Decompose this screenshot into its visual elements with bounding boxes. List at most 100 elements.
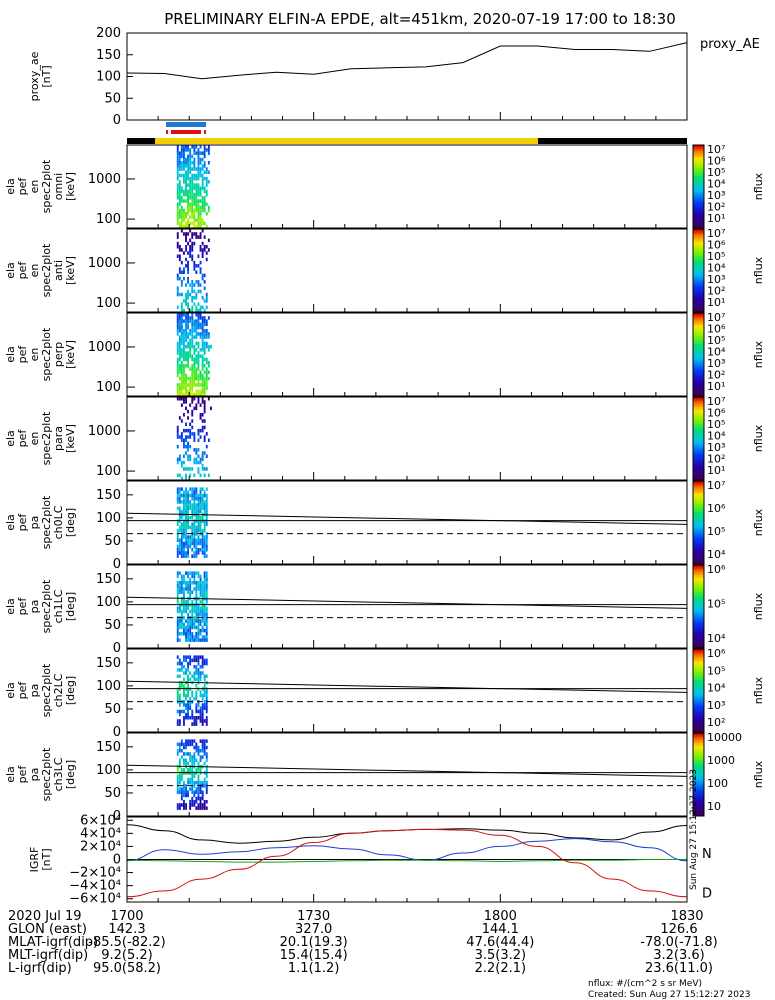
spectrogram-cell — [180, 308, 183, 313]
spectrogram-cell — [178, 367, 181, 371]
colorbar-cell — [693, 186, 704, 190]
spectrogram-cell — [193, 658, 196, 663]
spectrogram-cell — [199, 638, 202, 642]
spectrogram-cell — [183, 383, 185, 387]
colorbar-cell — [693, 297, 704, 301]
spectrogram-cell — [203, 164, 206, 168]
spectrogram-cell — [205, 170, 208, 174]
colorbar-tick-label: 10² — [707, 201, 725, 214]
spectrogram-cell — [183, 438, 185, 442]
spectrogram-cell — [195, 270, 198, 274]
spectrogram-cell — [193, 532, 196, 536]
colorbar-cell — [693, 440, 704, 444]
spectrogram-cell — [193, 360, 196, 365]
spectrogram-cell — [195, 332, 198, 336]
spectrogram-cell — [185, 422, 187, 426]
spectrogram-cell — [180, 609, 183, 614]
spectrogram-cell — [203, 364, 206, 368]
spectrogram-cell — [183, 497, 185, 501]
spectrogram-cell — [201, 625, 204, 630]
colorbar-cell — [693, 532, 704, 536]
spectrogram-cell — [199, 528, 202, 533]
spectrogram-cell — [203, 341, 206, 346]
colorbar-cell — [693, 606, 704, 610]
colorbar-cell — [693, 637, 704, 641]
spectrogram-cell — [195, 357, 198, 362]
spectrogram-cell — [195, 329, 198, 333]
colorbar-cell — [693, 753, 704, 757]
spectrogram-cell — [195, 787, 198, 791]
spectrogram-cell — [197, 622, 200, 626]
ylabel-line: IGRF — [28, 847, 41, 873]
spectrogram-cell — [199, 541, 202, 546]
colorbar-cell — [693, 760, 704, 763]
spectrogram-cell — [187, 360, 189, 365]
spectrogram-cell — [191, 289, 194, 294]
colorbar-cell — [693, 149, 704, 152]
spectrogram-cell — [195, 348, 198, 352]
colorbar-cell — [693, 598, 704, 601]
colorbar-cell — [693, 305, 704, 309]
loss-cone-line — [126, 680, 688, 693]
colorbar-cell — [693, 698, 704, 702]
spectrogram-cell — [187, 167, 189, 171]
spectrogram-cell — [183, 784, 185, 788]
spectrogram-cell — [180, 205, 183, 210]
spectrogram-cell — [191, 257, 194, 262]
spectrogram-cell — [207, 205, 210, 210]
spectrogram-cell — [185, 164, 187, 168]
spectrogram-cell — [197, 316, 200, 320]
spectrogram-cell — [191, 487, 194, 491]
spectrogram-cell — [197, 192, 200, 197]
spectrogram-cell — [178, 516, 181, 520]
spectrogram-cell — [178, 609, 181, 614]
spectrogram-cell — [195, 199, 198, 203]
spectrogram-cell — [193, 264, 196, 268]
spectrogram-cell — [180, 551, 183, 555]
spectrogram-cell — [178, 316, 181, 320]
spectrogram-cell — [195, 218, 198, 222]
spectrogram-cell — [183, 218, 185, 222]
spectrogram-cell — [187, 625, 189, 630]
spectrogram-cell — [178, 606, 181, 610]
spectrogram-cell — [203, 622, 206, 626]
spectrogram-cell — [191, 541, 194, 546]
spectrogram-cell — [197, 661, 200, 666]
spectrogram-cell — [195, 800, 198, 804]
spectrogram-cell — [201, 419, 204, 423]
spectrogram-cell — [183, 161, 185, 165]
colorbar-cell — [693, 272, 704, 276]
spectrogram-cell — [187, 493, 189, 498]
spectrogram-cell — [187, 376, 189, 381]
spectrogram-cell — [203, 706, 206, 710]
spectrogram-cell — [183, 684, 185, 688]
spectrogram-cell — [201, 745, 204, 750]
spectrogram-cell — [193, 296, 196, 300]
spectrogram-cell — [201, 612, 204, 617]
spectrogram-cell — [199, 403, 202, 407]
spectrogram-cell — [193, 289, 196, 294]
ytick-label: 0 — [113, 113, 121, 128]
colorbar-cell — [693, 369, 704, 372]
spectrogram-cell — [191, 758, 194, 762]
spectrogram-cell — [187, 600, 189, 604]
panel-IGRF: IGRF [nT]6×10⁴4×10⁴2×10⁴0−2×10⁴−4×10⁴−6×1… — [28, 769, 712, 907]
colorbar-cell — [693, 217, 704, 221]
spectrogram-cell — [178, 780, 181, 785]
colorbar-tick-label: 10⁵ — [707, 166, 725, 179]
spectrogram-cell — [201, 316, 204, 320]
colorbar-cell — [693, 557, 704, 561]
spectrogram-cell — [203, 386, 206, 390]
spectrogram-cell — [176, 574, 179, 579]
colorbar-cell — [693, 733, 704, 736]
spectrogram-cell — [185, 145, 187, 149]
colorbar-cell — [693, 329, 704, 333]
spectrogram-cell — [193, 758, 196, 762]
colorbar-cell — [693, 403, 704, 406]
spectrogram-cell — [199, 787, 202, 791]
spectrogram-cell — [205, 755, 208, 759]
spectrogram-cell — [205, 245, 208, 249]
spectrogram-cell — [197, 254, 200, 258]
spectrogram-cell — [203, 170, 206, 174]
